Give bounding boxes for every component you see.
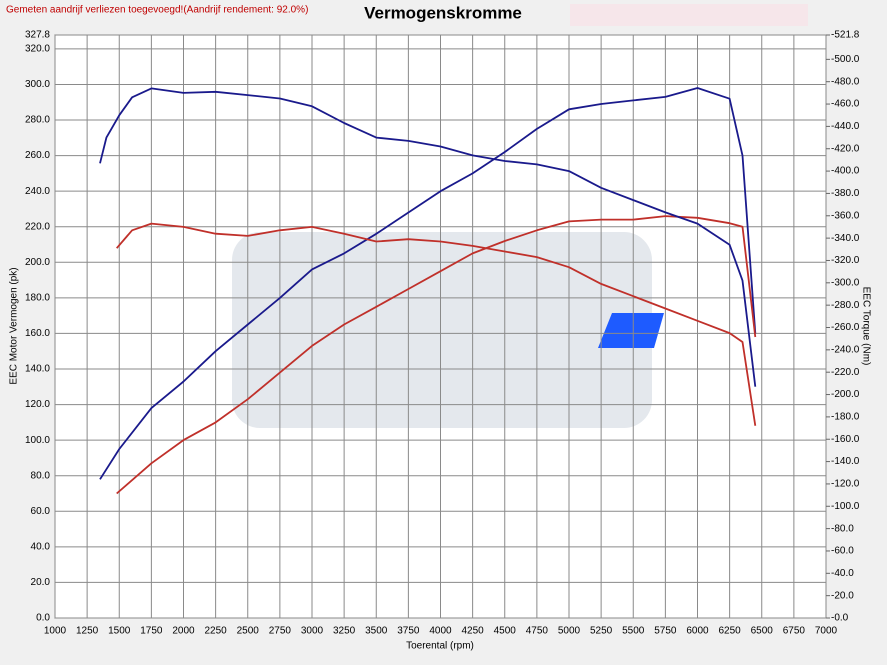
y2-tick-label: -160.0 <box>831 434 860 445</box>
y-tick-label: 100.0 <box>25 435 50 446</box>
y-tick-label: 120.0 <box>25 399 50 410</box>
y2-tick-label: -400.0 <box>831 166 860 177</box>
y2-tick-label: -60.0 <box>831 546 854 557</box>
y-tick-label: 327.8 <box>25 30 50 41</box>
y-tick-label: 300.0 <box>25 79 50 90</box>
x-tick-label: 5500 <box>622 626 645 637</box>
y2-tick-label: -320.0 <box>831 255 860 266</box>
x-tick-label: 4500 <box>494 626 517 637</box>
y-tick-label: 80.0 <box>31 470 51 481</box>
x-tick-label: 2000 <box>172 626 195 637</box>
curve <box>116 215 757 495</box>
y-tick-label: 240.0 <box>25 186 50 197</box>
x-tick-label: 3000 <box>301 626 324 637</box>
y2-tick-label: -380.0 <box>831 188 860 199</box>
y2-tick-label: -480.0 <box>831 76 860 87</box>
x-tick-label: 1500 <box>108 626 131 637</box>
y-axis-label: EEC Motor Vermogen (pk) <box>9 267 20 384</box>
x-tick-label: 2750 <box>269 626 292 637</box>
y2-tick-label: -280.0 <box>831 300 860 311</box>
x-tick-label: 3500 <box>365 626 388 637</box>
y-tick-label: 20.0 <box>31 577 51 588</box>
y2-tick-label: -360.0 <box>831 210 860 221</box>
y2-tick-label: -120.0 <box>831 479 860 490</box>
y2-tick-label: -460.0 <box>831 99 860 110</box>
x-tick-label: 6750 <box>783 626 806 637</box>
x-tick-label: 3750 <box>397 626 420 637</box>
y2-tick-label: -300.0 <box>831 277 860 288</box>
y-tick-label: 220.0 <box>25 221 50 232</box>
y2-tick-label: -340.0 <box>831 233 860 244</box>
y2-tick-label: -0.0 <box>831 613 849 624</box>
x-tick-label: 6000 <box>686 626 709 637</box>
y2-tick-label: -180.0 <box>831 412 860 423</box>
x-tick-label: 1000 <box>44 626 67 637</box>
curve <box>99 87 757 480</box>
x-tick-label: 1750 <box>140 626 163 637</box>
y2-tick-label: -40.0 <box>831 568 854 579</box>
y2-tick-label: -440.0 <box>831 121 860 132</box>
watermark-logo <box>598 313 664 348</box>
x-tick-label: 5250 <box>590 626 613 637</box>
y-tick-label: 180.0 <box>25 293 50 304</box>
header-note: Gemeten aandrijf verliezen toegevoegd!(A… <box>6 5 308 16</box>
y2-axis-label: EEC Torque (Nm) <box>860 287 871 366</box>
x-tick-label: 4750 <box>526 626 549 637</box>
header-box <box>570 4 808 26</box>
y2-tick-label: -500.0 <box>831 54 860 65</box>
x-tick-label: 3250 <box>333 626 356 637</box>
x-tick-label: 4250 <box>462 626 485 637</box>
x-tick-label: 1250 <box>76 626 99 637</box>
watermark <box>232 232 652 428</box>
y2-tick-label: -80.0 <box>831 523 854 534</box>
y-tick-label: 140.0 <box>25 364 50 375</box>
x-tick-label: 2500 <box>237 626 260 637</box>
x-axis-label: Toerental (rpm) <box>406 641 474 652</box>
y-tick-label: 320.0 <box>25 44 50 55</box>
y-tick-label: 60.0 <box>31 506 51 517</box>
y-tick-label: 260.0 <box>25 150 50 161</box>
x-tick-label: 4000 <box>429 626 452 637</box>
chart-title: Vermogenskromme <box>364 3 522 22</box>
y2-tick-label: -521.8 <box>831 30 860 41</box>
curve <box>116 222 757 426</box>
y-tick-label: 40.0 <box>31 541 51 552</box>
x-tick-label: 2250 <box>205 626 228 637</box>
x-tick-label: 5750 <box>654 626 677 637</box>
x-tick-label: 7000 <box>815 626 838 637</box>
curve <box>99 87 757 387</box>
y2-tick-label: -140.0 <box>831 456 860 467</box>
x-tick-label: 6500 <box>751 626 774 637</box>
y2-tick-label: -20.0 <box>831 590 854 601</box>
y-tick-label: 160.0 <box>25 328 50 339</box>
y2-tick-label: -260.0 <box>831 322 860 333</box>
y2-tick-label: -100.0 <box>831 501 860 512</box>
x-tick-label: 5000 <box>558 626 581 637</box>
x-tick-label: 6250 <box>719 626 742 637</box>
y-tick-label: 0.0 <box>36 613 50 624</box>
y-tick-label: 280.0 <box>25 115 50 126</box>
y-tick-label: 200.0 <box>25 257 50 268</box>
y2-tick-label: -420.0 <box>831 143 860 154</box>
y2-tick-label: -240.0 <box>831 344 860 355</box>
y2-tick-label: -200.0 <box>831 389 860 400</box>
y2-tick-label: -220.0 <box>831 367 860 378</box>
